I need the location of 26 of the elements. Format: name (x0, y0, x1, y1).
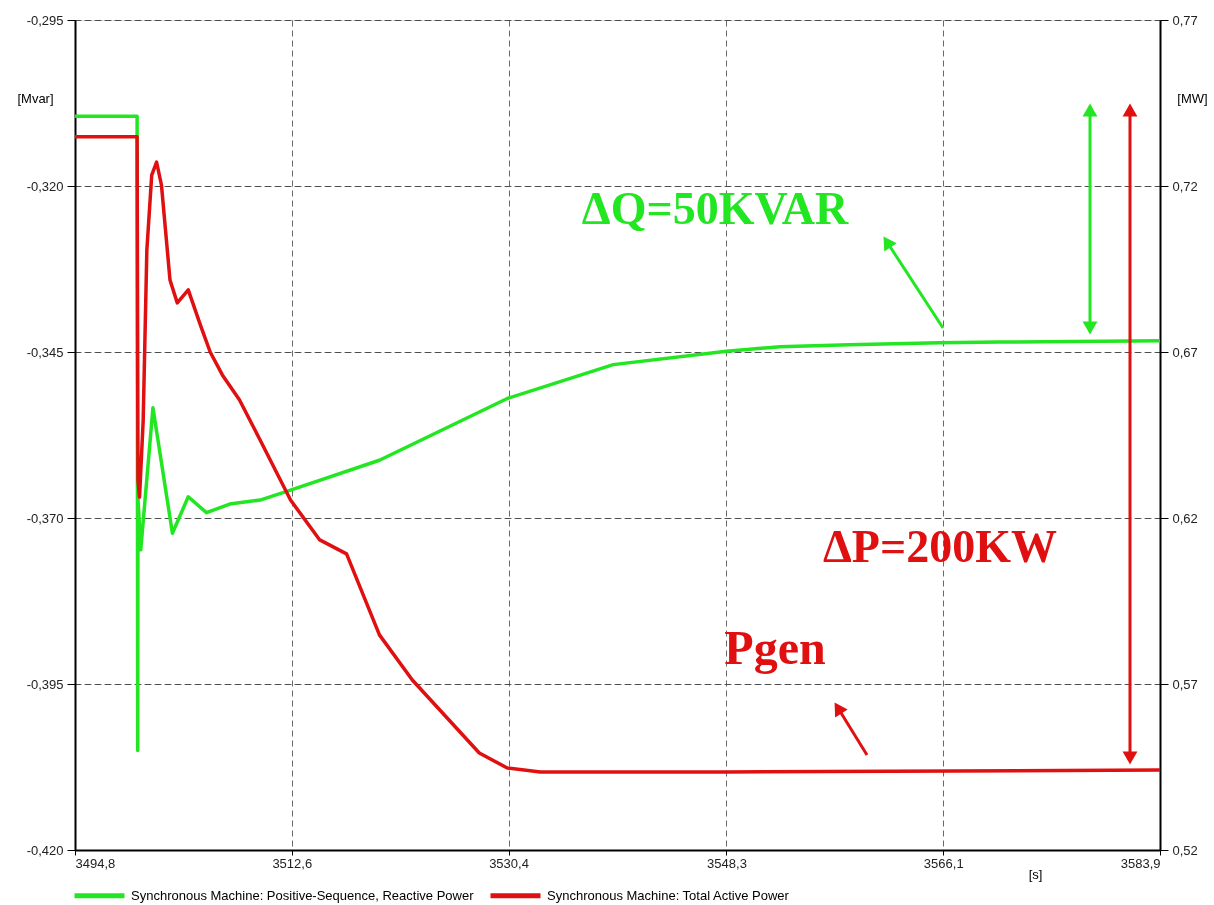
annotation: ΔQ=50KVAR (581, 183, 849, 234)
y2-tick-label: 0,57 (1172, 676, 1198, 692)
annotation: ΔP=200KW (823, 521, 1057, 572)
legend-label: Synchronous Machine: Total Active Power (547, 887, 790, 903)
y2-axis-title: [MW] (1177, 90, 1208, 106)
x-tick-label: 3530,4 (489, 855, 529, 871)
y-tick-label: -0,345 (26, 344, 64, 360)
legend-label: Synchronous Machine: Positive-Sequence, Reactive Power (131, 887, 475, 903)
y-axis-title: [Mvar] (17, 90, 54, 106)
annotation: Pgen (724, 621, 826, 674)
y2-tick-label: 0,72 (1172, 178, 1198, 194)
y-tick-label: -0,295 (26, 12, 64, 28)
x-tick-label: 3548,3 (707, 855, 747, 871)
x-tick-label: 3566,1 (923, 855, 964, 871)
x-tick-label: 3494,8 (75, 855, 116, 871)
y-tick-label: -0,420 (26, 842, 64, 858)
x-tick-label: 3512,6 (272, 855, 313, 871)
y-tick-label: -0,320 (26, 178, 64, 194)
x-axis-title: [s] (1028, 866, 1043, 882)
y2-tick-label: 0,62 (1172, 510, 1198, 526)
x-tick-label: 3583,9 (1120, 855, 1161, 871)
y2-tick-label: 0,67 (1172, 344, 1198, 360)
y2-tick-label: 0,52 (1172, 842, 1198, 858)
y-tick-label: -0,370 (26, 510, 64, 526)
y-tick-label: -0,395 (26, 676, 64, 692)
y2-tick-label: 0,77 (1172, 12, 1198, 28)
